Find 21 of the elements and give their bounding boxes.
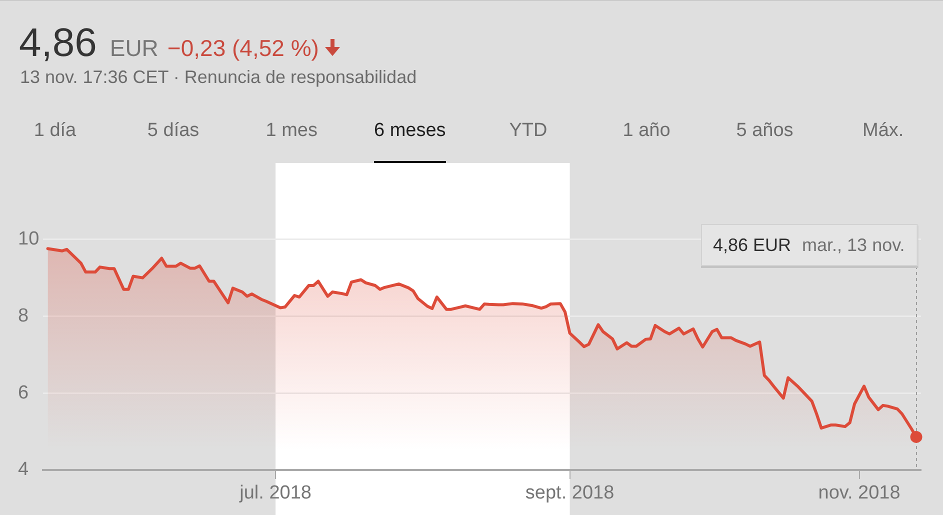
text: EUR	[110, 35, 158, 61]
annotation: mar., 13 nov.	[802, 234, 905, 255]
text: Máx.	[862, 120, 904, 141]
x-tick-label: nov. 2018	[818, 482, 900, 504]
y-tick-label: 6	[18, 382, 29, 404]
text: 5 años	[736, 120, 794, 141]
chart-subtitle: 13 nov. 17:36 CET · Renuncia de responsabilidad	[20, 67, 417, 87]
y-tick-label: 10	[18, 228, 40, 250]
y-tick-label: 4	[18, 459, 29, 480]
chart-title: 4,86	[19, 21, 97, 65]
annotation: 4,86 EUR	[713, 234, 792, 255]
x-tick-label: sept. 2018	[525, 482, 614, 504]
x-tick-label: jul. 2018	[238, 482, 312, 504]
text: 1 año	[622, 120, 670, 141]
text: YTD	[509, 120, 548, 141]
text: 1 mes	[266, 120, 318, 141]
text: 1 día	[34, 120, 76, 141]
text: −0,23 (4,52 %)	[167, 35, 319, 61]
text: 6 meses	[374, 120, 446, 141]
text: 5 días	[147, 120, 200, 141]
y-tick-label: 8	[18, 305, 29, 326]
